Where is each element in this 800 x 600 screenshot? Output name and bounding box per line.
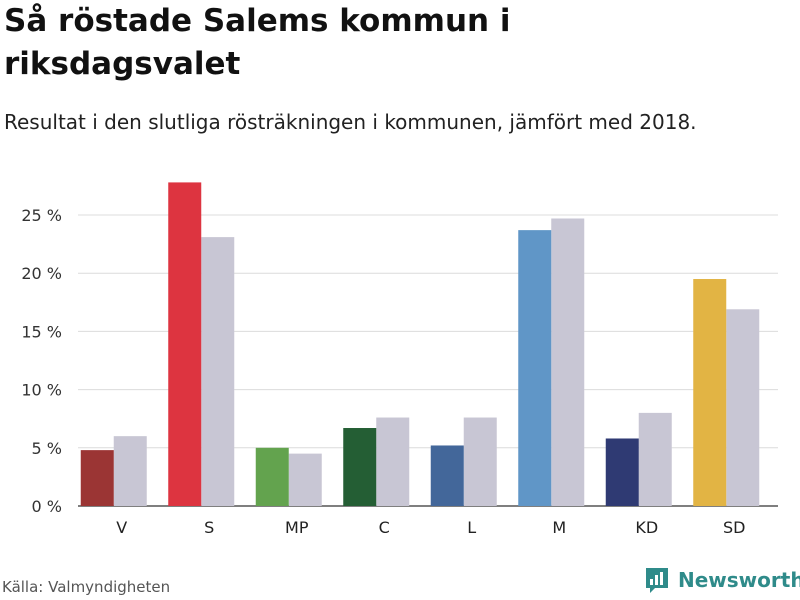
bar-2022-kd xyxy=(605,438,639,506)
y-tick-label: 25 % xyxy=(21,206,62,225)
bar-2022-m xyxy=(518,230,552,506)
x-tick-label: V xyxy=(116,518,127,537)
y-tick-label: 5 % xyxy=(32,439,62,458)
bar-2022-v xyxy=(80,450,114,506)
brand-name: Newsworthy xyxy=(678,568,800,592)
y-tick-label: 10 % xyxy=(21,381,62,400)
y-tick-label: 15 % xyxy=(21,322,62,341)
source-note: Källa: Valmyndigheten xyxy=(2,578,171,596)
bar-2018-v xyxy=(113,436,147,506)
bar-2018-kd xyxy=(638,412,672,506)
bar-2022-s xyxy=(168,182,202,506)
bar-2018-s xyxy=(201,237,235,506)
brand-logo: Newsworthy xyxy=(644,566,800,594)
bar-2018-m xyxy=(551,218,585,506)
x-tick-label: S xyxy=(204,518,214,537)
bar-2022-sd xyxy=(693,279,727,506)
bar-2022-mp xyxy=(255,447,289,506)
newsworthy-logo-icon xyxy=(646,568,668,593)
x-tick-label: L xyxy=(467,518,476,537)
chart-subtitle: Resultat i den slutliga rösträkningen i … xyxy=(4,110,697,134)
x-tick-label: KD xyxy=(635,518,658,537)
x-tick-label: M xyxy=(552,518,566,537)
y-tick-label: 20 % xyxy=(21,264,62,283)
bar-2018-sd xyxy=(726,309,760,506)
y-tick-label: 0 % xyxy=(32,497,62,516)
bar-2018-c xyxy=(376,417,410,506)
x-tick-label: MP xyxy=(285,518,309,537)
bar-2018-l xyxy=(463,417,497,506)
bar-2018-mp xyxy=(288,453,322,506)
x-tick-label: SD xyxy=(723,518,745,537)
chart-title: Så röstade Salems kommun i riksdagsvalet xyxy=(4,3,511,82)
x-tick-label: C xyxy=(379,518,390,537)
bar-2022-c xyxy=(343,428,377,506)
bar-2022-l xyxy=(430,445,464,506)
